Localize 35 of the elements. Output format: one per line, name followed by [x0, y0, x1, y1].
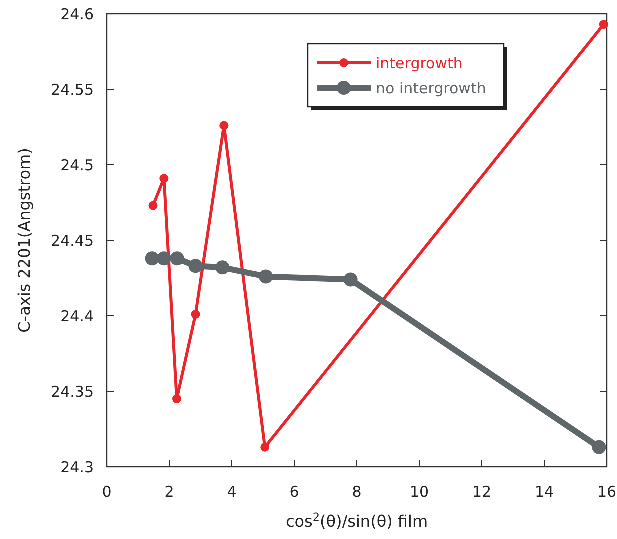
- y-tick-label: 24.55: [51, 80, 94, 99]
- y-tick-label: 24.35: [51, 382, 94, 401]
- point: [344, 272, 358, 287]
- y-tick-label: 24.45: [51, 232, 94, 250]
- x-axis-title: cos$^{2}$(θ)/sin(θ) film: [286, 510, 428, 531]
- point: [148, 201, 158, 210]
- point: [188, 259, 203, 274]
- y-tick-label: 24.3: [60, 458, 94, 476]
- point: [157, 252, 172, 266]
- y-tick-label: 24.5: [60, 156, 94, 174]
- point: [592, 440, 606, 454]
- legend-label: no intergrowth: [376, 79, 486, 98]
- point: [172, 394, 182, 404]
- x-tick-label: 2: [164, 483, 174, 501]
- y-tick-label: 24.4: [60, 307, 94, 326]
- legend-label: intergrowth: [376, 54, 463, 72]
- x-tick-label: 0: [102, 483, 112, 501]
- point: [216, 260, 230, 275]
- x-tick-label: 10: [410, 483, 430, 501]
- point: [220, 121, 229, 130]
- x-tick-label: 4: [227, 483, 237, 501]
- point: [260, 442, 270, 452]
- y-tick-label: 24.6: [60, 5, 94, 24]
- x-tick-label: 8: [352, 483, 362, 501]
- point: [145, 252, 160, 266]
- point: [160, 174, 169, 184]
- point: [259, 270, 274, 284]
- point: [170, 252, 184, 266]
- x-tick-label: 6: [290, 483, 300, 501]
- point: [191, 310, 200, 319]
- x-tick-label: 12: [472, 483, 492, 501]
- x-tick-label: 16: [597, 483, 617, 501]
- point: [599, 20, 608, 30]
- x-tick-label: 14: [534, 483, 554, 501]
- y-axis-title: C-axis 2201(Angstrom): [15, 148, 34, 333]
